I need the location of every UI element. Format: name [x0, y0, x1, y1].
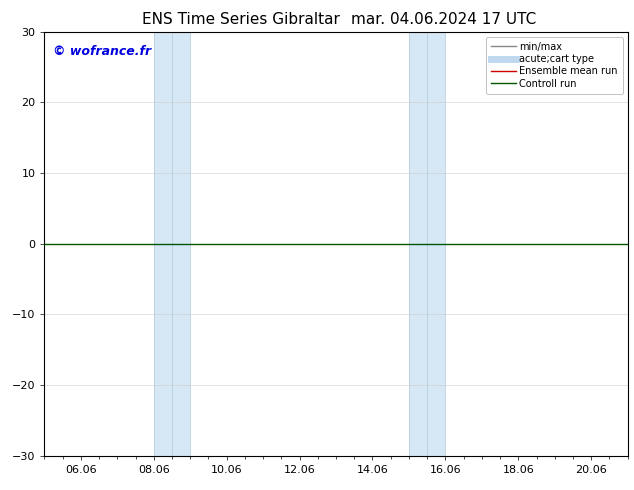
Bar: [409, 32, 427, 456]
Text: ENS Time Series Gibraltar: ENS Time Series Gibraltar: [142, 12, 340, 27]
Text: mar. 04.06.2024 17 UTC: mar. 04.06.2024 17 UTC: [351, 12, 536, 27]
Text: © wofrance.fr: © wofrance.fr: [53, 45, 152, 57]
Bar: [172, 32, 190, 456]
Bar: [153, 32, 172, 456]
Bar: [427, 32, 445, 456]
Legend: min/max, acute;cart type, Ensemble mean run, Controll run: min/max, acute;cart type, Ensemble mean …: [486, 37, 623, 94]
